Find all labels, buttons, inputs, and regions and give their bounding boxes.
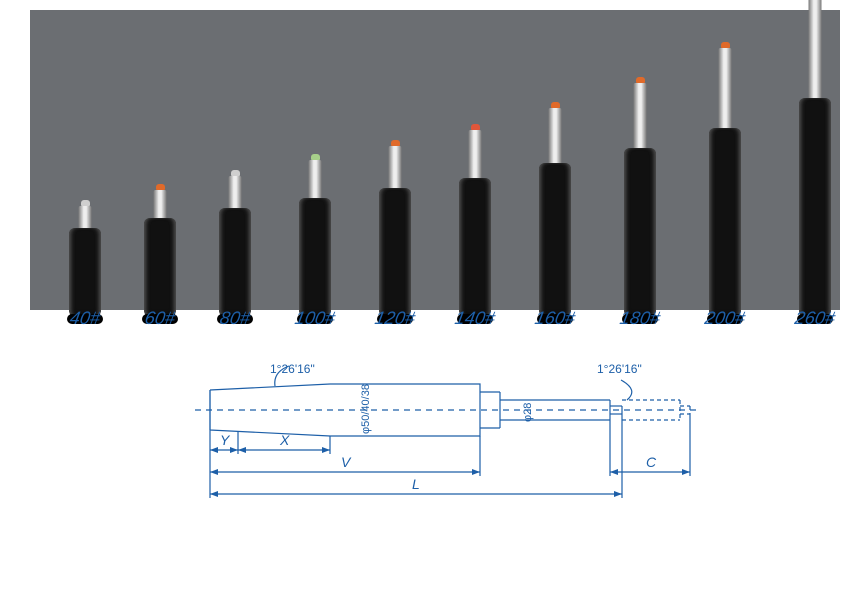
cylinder-piston [79, 206, 92, 228]
schematic-svg [190, 360, 710, 550]
dim-C: C [646, 454, 656, 470]
cylinder-body [539, 163, 571, 318]
product-photo-stage [30, 10, 840, 310]
cylinder-piston [469, 130, 482, 178]
gas-cylinder [624, 148, 656, 318]
gas-cylinder [219, 208, 251, 318]
cylinder-size-label: 120# [373, 308, 417, 329]
cylinder-size-label: 160# [533, 308, 577, 329]
cylinder-tip [471, 124, 480, 130]
gas-cylinder [299, 198, 331, 318]
cylinder-body [709, 128, 741, 318]
dim-X: X [280, 432, 289, 448]
cylinder-size-label: 100# [293, 308, 337, 329]
dim-L: L [412, 476, 420, 492]
cylinder-body [379, 188, 411, 318]
cylinder-body [299, 198, 331, 318]
schematic-drawing: 1°26'16" 1°26'16" φ50/40/38 φ28 Y X V L C [0, 360, 855, 560]
angle-note-left: 1°26'16" [270, 362, 315, 376]
cylinder-body [799, 98, 831, 318]
cylinder-tip [231, 170, 240, 176]
diam-body-label: φ50/40/38 [360, 384, 372, 434]
cylinder-piston [389, 146, 402, 188]
cylinder-size-label: 200# [703, 308, 747, 329]
cylinder-body [624, 148, 656, 318]
cylinder-piston [229, 176, 242, 208]
cylinder-size-label: 60# [143, 308, 177, 329]
cylinder-size-label: 80# [218, 308, 252, 329]
cylinder-size-label: 40# [68, 308, 102, 329]
cylinder-tip [636, 77, 645, 83]
cylinder-body [219, 208, 251, 318]
cylinder-tip [391, 140, 400, 146]
cylinder-piston [309, 160, 322, 198]
cylinder-size-label: 260# [793, 308, 837, 329]
cylinder-piston [549, 108, 562, 163]
cylinder-tip [311, 154, 320, 160]
cylinder-body [144, 218, 176, 318]
cylinder-piston [809, 0, 822, 98]
cylinder-body [459, 178, 491, 318]
gas-cylinder [379, 188, 411, 318]
gas-cylinder [459, 178, 491, 318]
cylinder-body [69, 228, 101, 318]
diam-piston-label: φ28 [522, 403, 534, 422]
cylinder-piston [154, 190, 167, 218]
cylinder-tip [156, 184, 165, 190]
cylinder-tip [721, 42, 730, 48]
gas-cylinder [539, 163, 571, 318]
cylinder-tip [81, 200, 90, 206]
cylinder-size-label: 180# [618, 308, 662, 329]
cylinder-piston [719, 48, 732, 128]
cylinder-tip [551, 102, 560, 108]
gas-cylinder [144, 218, 176, 318]
cylinder-size-label: 140# [453, 308, 497, 329]
gas-cylinder [69, 228, 101, 318]
dim-V: V [341, 454, 350, 470]
dim-Y: Y [220, 432, 229, 448]
cylinder-piston [634, 83, 647, 148]
angle-note-right: 1°26'16" [597, 362, 642, 376]
gas-cylinder [799, 98, 831, 318]
gas-cylinder [709, 128, 741, 318]
